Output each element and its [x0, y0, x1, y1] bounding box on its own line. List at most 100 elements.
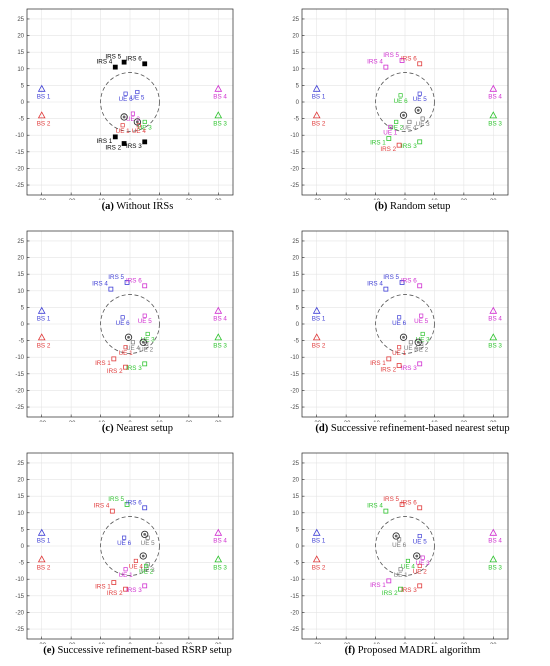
uav-marker-core [415, 554, 419, 558]
base-station-label: BS 1 [37, 538, 51, 545]
uav-marker-core [127, 335, 130, 339]
irs-marker [121, 59, 127, 65]
x-tick-label: 30 [215, 199, 222, 200]
uav-marker-core [402, 335, 405, 339]
base-station-label: BS 3 [213, 564, 227, 571]
y-tick-label: -25 [290, 627, 299, 633]
x-tick-label: 30 [215, 421, 222, 422]
base-station-marker [312, 306, 321, 314]
base-station-label: BS 1 [312, 94, 326, 101]
irs-label: IRS 2 [107, 590, 123, 597]
user-label: UE 5 [413, 539, 427, 546]
panel-label: (a) [101, 201, 114, 212]
chart-svg: -30 -20 -10 0 10 20 30 -25 -20 -15 -10 -5 0 5 10 15 20 25… [15, 230, 234, 422]
irs-marker [396, 363, 402, 368]
y-tick-label: -15 [290, 594, 299, 600]
user-marker [398, 567, 403, 572]
x-tick-label: 20 [461, 199, 468, 200]
y-tick-label: 15 [292, 50, 299, 56]
y-tick-label: 20 [17, 478, 24, 484]
user-marker [120, 123, 125, 128]
irs-marker [123, 364, 128, 370]
uav-marker [141, 530, 149, 539]
x-tick-label: 10 [431, 421, 438, 422]
user-marker [398, 93, 403, 98]
irs-label: IRS 4 [367, 59, 383, 66]
panel-label: (d) [315, 423, 329, 434]
irs-marker [386, 356, 392, 362]
irs-label: IRS 5 [383, 52, 399, 59]
irs-label: IRS 1 [370, 140, 386, 147]
irs-label: IRS 5 [108, 274, 124, 281]
y-tick-label: -15 [290, 150, 299, 156]
user-marker [123, 91, 128, 96]
irs-marker [399, 280, 405, 285]
user-label: UE 2 [389, 124, 403, 131]
user-label: UE 4 [402, 124, 416, 131]
user-marker [123, 567, 128, 572]
base-station-label: BS 1 [37, 94, 51, 101]
base-station-marker [214, 111, 223, 119]
y-tick-label: -25 [15, 627, 24, 633]
user-label: UE 2 [126, 116, 140, 123]
y-tick-label: -20 [290, 610, 299, 616]
x-tick-label: -20 [342, 421, 351, 422]
irs-label: IRS 3 [126, 587, 142, 594]
user-label: UE 4 [401, 563, 415, 570]
irs-label: IRS 2 [107, 368, 123, 375]
irs-marker [142, 505, 148, 511]
x-tick-label: 20 [461, 421, 468, 422]
y-tick-label: -10 [15, 577, 24, 583]
uav-marker-core [141, 340, 145, 344]
irs-label: IRS 6 [401, 499, 417, 506]
y-tick-label: 25 [292, 239, 299, 245]
irs-label: IRS 5 [108, 496, 124, 503]
user-marker [135, 89, 140, 95]
user-label: UE 6 [392, 320, 406, 327]
panel-caption: (a) Without IRSs [0, 201, 275, 212]
y-tick-label: -5 [294, 339, 300, 345]
base-station-label: BS 3 [488, 120, 502, 127]
user-label: UE 5 [414, 318, 428, 325]
base-station-label: BS 4 [213, 538, 227, 545]
user-marker [394, 119, 399, 124]
y-tick-label: -25 [290, 183, 299, 189]
user-label: UE 3 [141, 567, 155, 574]
base-station-marker [312, 333, 321, 341]
x-tick-label: 30 [490, 199, 497, 200]
y-tick-label: -15 [15, 372, 24, 378]
user-label: UE 4 [404, 345, 418, 352]
irs-marker [399, 502, 405, 507]
base-station-marker [214, 528, 223, 536]
y-tick-label: 5 [21, 527, 25, 533]
user-marker [123, 345, 128, 350]
uav-marker [139, 552, 147, 560]
x-tick-label: -30 [37, 421, 46, 422]
base-station-marker [37, 555, 46, 563]
coverage-circle [375, 72, 435, 132]
y-tick-label: -10 [290, 355, 299, 361]
user-label: UE 6 [394, 98, 408, 105]
y-tick-label: 25 [17, 461, 24, 467]
uav-marker [413, 552, 421, 560]
coverage-circle [375, 294, 435, 354]
base-station-label: BS 4 [213, 316, 227, 323]
irs-marker [398, 586, 403, 592]
irs-label: IRS 3 [401, 587, 417, 594]
uav-marker [414, 106, 422, 114]
x-tick-label: 0 [403, 643, 407, 644]
base-station-label: BS 2 [37, 120, 51, 127]
irs-label: IRS 6 [126, 499, 142, 506]
y-tick-label: 0 [21, 100, 25, 106]
base-station-marker [489, 333, 498, 341]
uav-marker-core [141, 554, 145, 558]
coverage-circle [100, 516, 160, 576]
base-station-marker [312, 555, 321, 563]
irs-marker [124, 280, 130, 285]
y-tick-label: 5 [296, 83, 300, 89]
irs-marker [383, 64, 389, 70]
irs-marker [109, 508, 115, 514]
user-marker [130, 340, 135, 345]
base-station-label: BS 1 [312, 538, 326, 545]
